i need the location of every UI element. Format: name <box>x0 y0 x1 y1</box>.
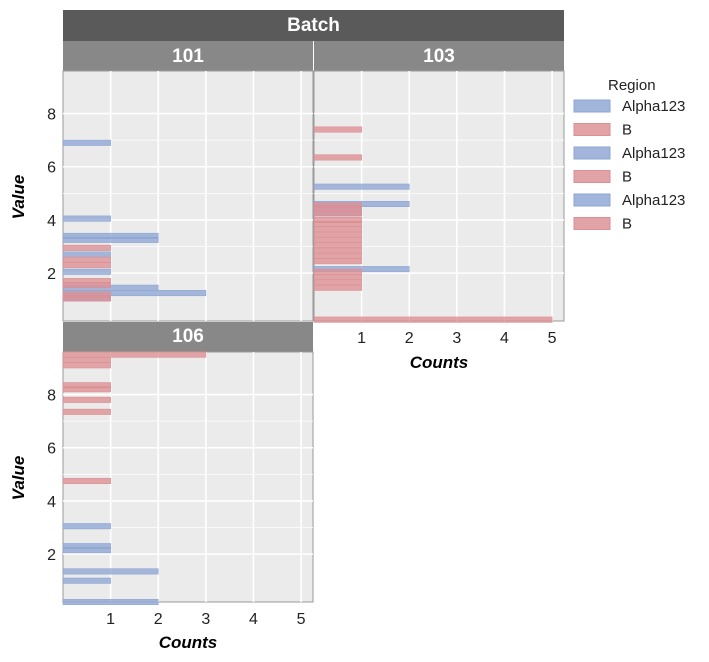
bar-b <box>313 226 362 233</box>
bar-b <box>62 362 111 369</box>
bar-b <box>62 356 111 363</box>
bar-b <box>62 262 111 269</box>
x-tick-label: 3 <box>452 330 461 347</box>
legend-entry-label: B <box>622 122 632 139</box>
bar-b <box>313 231 362 238</box>
legend-title: Region <box>608 77 656 94</box>
bar-b <box>313 242 362 249</box>
panel-106-strip <box>63 322 313 352</box>
bar-b <box>313 316 553 323</box>
legend-swatch <box>573 217 611 230</box>
bar-b <box>313 247 362 254</box>
bar-b <box>313 252 362 259</box>
bar-b <box>313 274 362 281</box>
x-axis-title-left: Counts <box>159 633 218 652</box>
bar-b <box>313 220 362 227</box>
legend-entry-label: B <box>622 216 632 233</box>
legend-swatch <box>573 170 611 183</box>
legend-swatch <box>573 193 611 207</box>
legend-entry-label: Alpha123 <box>622 98 685 115</box>
bar-b <box>62 282 111 289</box>
x-tick-label: 1 <box>106 611 115 628</box>
legend-entry-label: B <box>622 169 632 186</box>
bar-b <box>313 258 362 265</box>
facet-title-strip <box>63 10 564 41</box>
bar-b <box>62 256 111 263</box>
y-tick-label: 2 <box>47 547 56 564</box>
bar-b <box>62 386 111 393</box>
panel-106-plot <box>62 351 314 605</box>
panel-101-label: 101 <box>172 46 204 67</box>
bar-alpha123 <box>62 268 111 275</box>
bar-alpha123 <box>62 547 111 554</box>
bar-alpha123 <box>313 183 410 190</box>
bar-alpha123 <box>62 139 111 146</box>
x-axis-right-ticks: 1 2 3 4 5 <box>357 330 556 347</box>
x-tick-label: 4 <box>249 611 258 628</box>
y-tick-label: 4 <box>47 213 56 230</box>
panel-101-strip <box>63 41 313 71</box>
y-axis-top-ticks: 2 4 6 8 <box>47 107 56 284</box>
y-axis-title-top: Value <box>9 175 28 220</box>
bar-b <box>62 295 111 302</box>
bar-b <box>62 408 111 415</box>
y-axis-bottom-ticks: 2 4 6 8 <box>47 388 56 565</box>
y-tick-label: 4 <box>47 494 56 511</box>
x-tick-label: 3 <box>201 611 210 628</box>
bar-alpha123 <box>62 577 111 584</box>
y-axis-title-bottom: Value <box>9 456 28 501</box>
legend: Region Alpha123 B Alpha123 B Alpha123 B <box>573 77 685 233</box>
bar-b <box>62 477 111 484</box>
bar-b <box>313 236 362 243</box>
y-tick-label: 6 <box>47 160 56 177</box>
facet-title: Batch <box>287 15 340 36</box>
bar-b <box>313 210 362 217</box>
panel-106-label: 106 <box>172 326 204 347</box>
x-tick-label: 5 <box>297 611 306 628</box>
bar-b <box>62 244 111 251</box>
bar-b <box>313 279 362 286</box>
legend-entry-label: Alpha123 <box>622 192 685 209</box>
bar-b <box>313 268 362 275</box>
x-tick-label: 4 <box>500 330 509 347</box>
x-tick-label: 2 <box>154 611 163 628</box>
y-tick-label: 8 <box>47 388 56 405</box>
bar-alpha123 <box>62 523 111 530</box>
y-tick-label: 2 <box>47 266 56 283</box>
bar-alpha123 <box>62 568 159 575</box>
y-tick-label: 6 <box>47 441 56 458</box>
bar-alpha123 <box>62 236 159 243</box>
x-tick-label: 2 <box>405 330 414 347</box>
legend-swatch <box>573 146 611 160</box>
panel-103-strip <box>314 41 564 71</box>
bar-b <box>313 154 362 161</box>
bar-alpha123 <box>62 251 111 258</box>
x-axis-title-right: Counts <box>410 353 469 372</box>
bar-b <box>62 351 207 358</box>
bar-b <box>313 284 362 291</box>
bar-b <box>62 396 111 403</box>
x-axis-left-ticks: 1 2 3 4 5 <box>106 611 305 628</box>
x-tick-label: 5 <box>548 330 557 347</box>
legend-swatch <box>573 123 611 136</box>
legend-entry-label: Alpha123 <box>622 145 685 162</box>
panel-101-plot <box>62 70 314 322</box>
x-tick-label: 1 <box>357 330 366 347</box>
bar-alpha123 <box>62 215 111 222</box>
bar-b <box>313 126 362 133</box>
panel-103-plot <box>313 70 565 323</box>
bar-alpha123 <box>62 598 159 605</box>
panel-103-label: 103 <box>423 46 455 67</box>
y-tick-label: 8 <box>47 107 56 124</box>
legend-swatch <box>573 99 611 113</box>
